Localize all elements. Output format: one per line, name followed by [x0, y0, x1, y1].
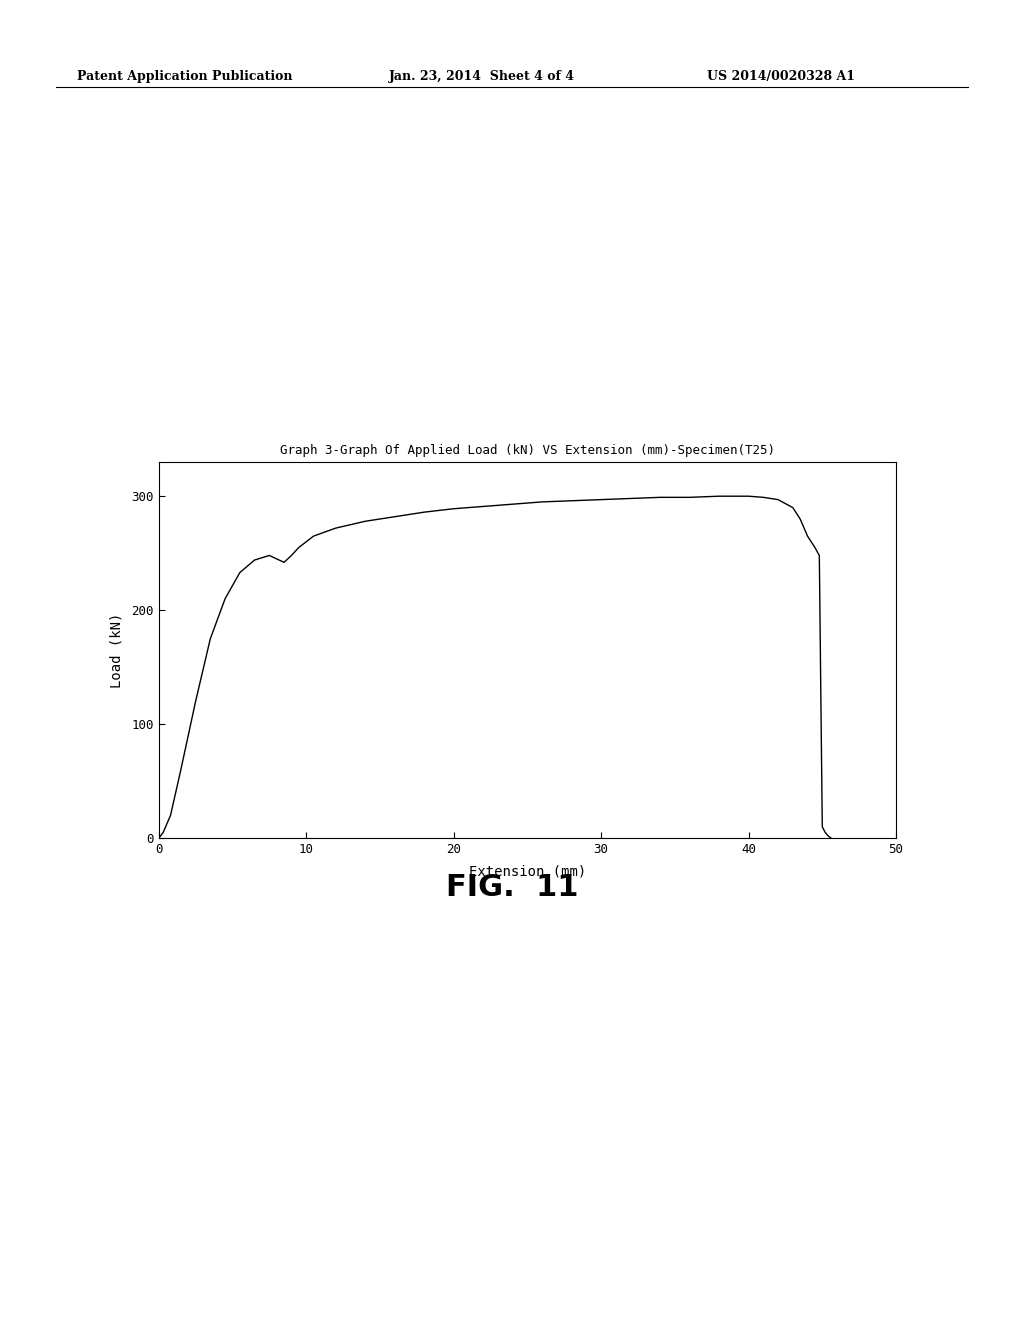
- Text: Patent Application Publication: Patent Application Publication: [77, 70, 292, 83]
- Y-axis label: Load (kN): Load (kN): [109, 612, 123, 688]
- X-axis label: Extension (mm): Extension (mm): [469, 865, 586, 878]
- Text: FIG.  11: FIG. 11: [445, 873, 579, 902]
- Text: Jan. 23, 2014  Sheet 4 of 4: Jan. 23, 2014 Sheet 4 of 4: [389, 70, 575, 83]
- Text: US 2014/0020328 A1: US 2014/0020328 A1: [707, 70, 855, 83]
- Title: Graph 3-Graph Of Applied Load (kN) VS Extension (mm)-Specimen(T25): Graph 3-Graph Of Applied Load (kN) VS Ex…: [280, 444, 775, 457]
